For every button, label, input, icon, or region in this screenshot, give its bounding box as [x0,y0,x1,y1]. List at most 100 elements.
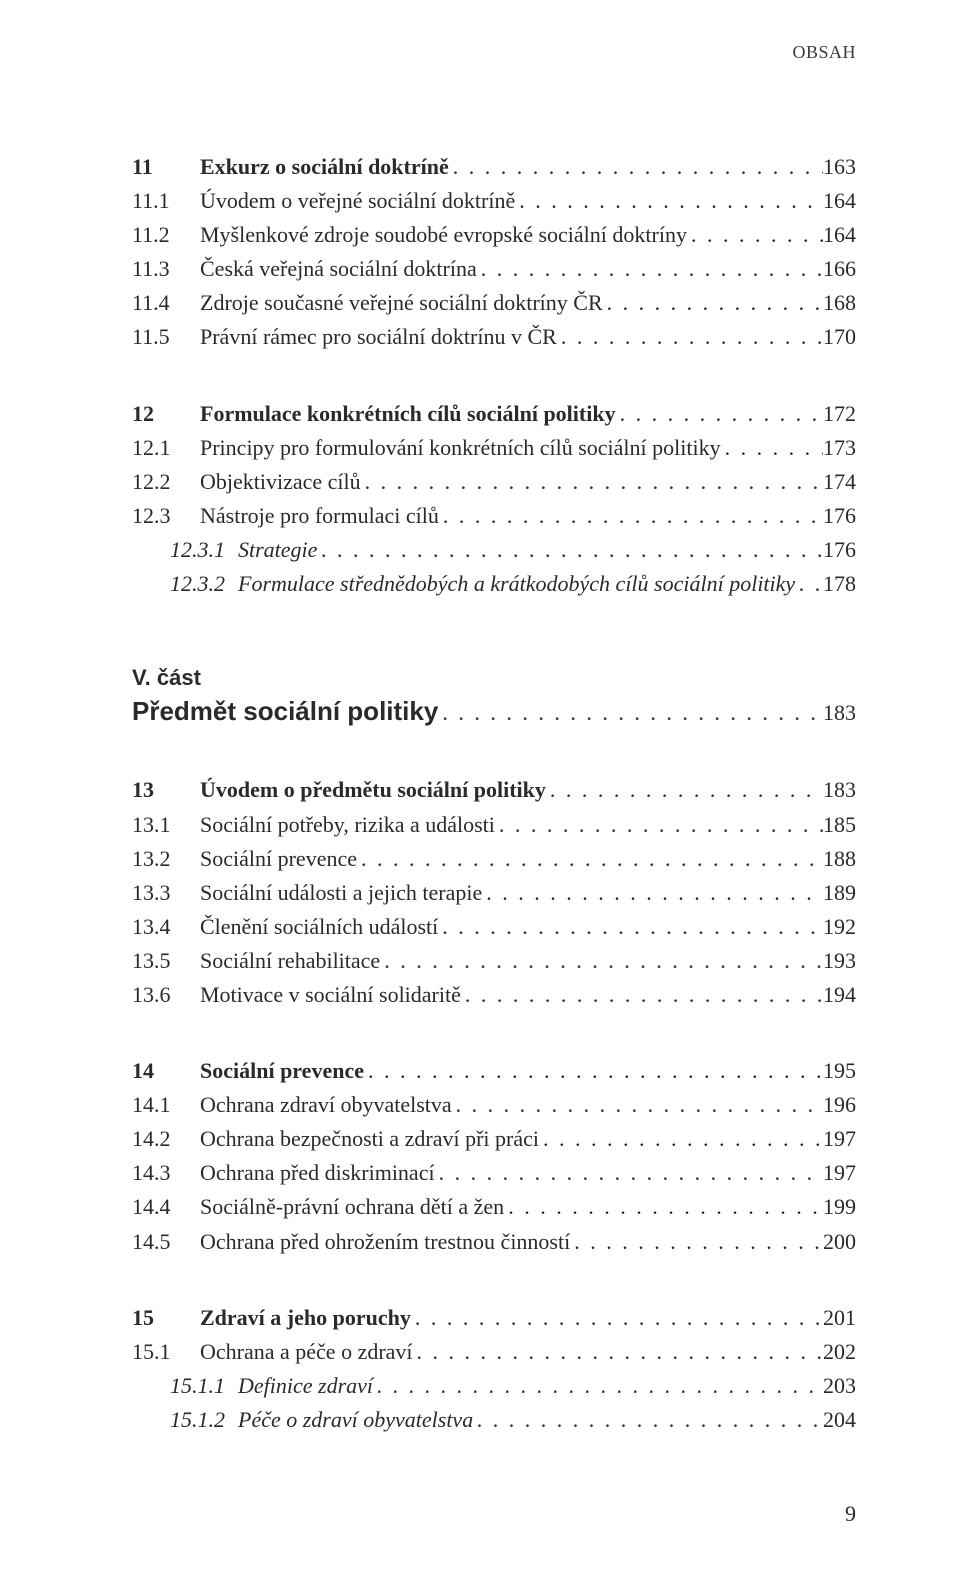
toc-num: 12.3.2 [132,567,238,601]
toc-num: 15.1.2 [132,1403,238,1437]
toc-page: 202 [823,1335,856,1369]
toc-container: 11Exkurz o sociální doktríně. . . . . . … [132,150,856,1437]
toc-num: 11.2 [132,218,200,252]
toc-leader: . . . . . . . . . . . . . . . . . . . . … [570,1225,823,1259]
toc-page: 199 [823,1190,856,1224]
toc-leader: . . . . . . . . . . . . . . . . . . . . … [557,320,823,354]
toc-page: 197 [823,1122,856,1156]
toc-page: 194 [823,978,856,1012]
toc-row: 14.2Ochrana bezpečnosti a zdraví při prá… [132,1122,856,1156]
toc-leader: . . . . . . . . . . . . . . . . . . . . … [317,533,823,567]
toc-title: Sociální události a jejich terapie [200,876,482,910]
toc-leader: . . . . . . . . . . . . . . . . . . . . … [603,286,823,320]
toc-leader: . . . . . . . . . . . . . . . . . . . . … [438,696,823,730]
toc-block: 14Sociální prevence. . . . . . . . . . .… [132,1054,856,1259]
toc-leader: . . . . . . . . . . . . . . . . . . . . … [413,1335,823,1369]
toc-leader: . . . . . . . . . . . . . . . . . . . . … [482,876,823,910]
toc-title: Definice zdraví [238,1369,373,1403]
toc-leader: . . . . . . . . . . . . . . . . . . . . … [435,1156,823,1190]
toc-page: 166 [823,252,856,286]
toc-num: 14.1 [132,1088,200,1122]
toc-leader: . . . . . . . . . . . . . . . . . . . . … [361,465,823,499]
toc-row: 11.3Česká veřejná sociální doktrína. . .… [132,252,856,286]
toc-title: Principy pro formulování konkrétních cíl… [200,431,721,465]
toc-title: Strategie [238,533,317,567]
toc-leader: . . . . . . . . . . . . . . . . . . . . … [357,842,823,876]
toc-page: 168 [823,286,856,320]
toc-title: Myšlenkové zdroje soudobé evropské sociá… [200,218,687,252]
toc-num: 13.3 [132,876,200,910]
toc-leader: . . . . . . . . . . . . . . . . . . . . … [452,1088,823,1122]
toc-num: 14.2 [132,1122,200,1156]
toc-page: 196 [823,1088,856,1122]
toc-page: 185 [823,808,856,842]
toc-row: 13.5Sociální rehabilitace. . . . . . . .… [132,944,856,978]
part-title-row: Předmět sociální politiky. . . . . . . .… [132,691,856,731]
part-heading: V. částPředmět sociální politiky. . . . … [132,665,856,731]
toc-row: 13Úvodem o předmětu sociální politiky. .… [132,773,856,807]
toc-page: 192 [823,910,856,944]
toc-title: Exkurz o sociální doktríně [200,150,449,184]
toc-row: 11.4Zdroje současné veřejné sociální dok… [132,286,856,320]
toc-title: Sociální potřeby, rizika a události [200,808,495,842]
toc-title: Péče o zdraví obyvatelstva [238,1403,473,1437]
toc-num: 13.6 [132,978,200,1012]
part-label: V. část [132,665,856,691]
toc-title: Ochrana před ohrožením trestnou činností [200,1225,570,1259]
toc-block: 11Exkurz o sociální doktríně. . . . . . … [132,150,856,355]
toc-block: 15Zdraví a jeho poruchy. . . . . . . . .… [132,1301,856,1437]
toc-row: 11.1Úvodem o veřejné sociální doktríně. … [132,184,856,218]
toc-leader: . . . . . . . . . . . . . . . . . . . . … [439,499,823,533]
toc-num: 12.3 [132,499,200,533]
toc-num: 13.2 [132,842,200,876]
toc-page: 183 [823,773,856,807]
toc-leader: . . . . . . . . . . . . . . . . . . . . … [539,1122,823,1156]
toc-title: Zdraví a jeho poruchy [200,1301,411,1335]
toc-title: Ochrana bezpečnosti a zdraví při práci [200,1122,539,1156]
toc-num: 14.3 [132,1156,200,1190]
toc-title: Motivace v sociální solidaritě [200,978,461,1012]
toc-row: 11Exkurz o sociální doktríně. . . . . . … [132,150,856,184]
toc-num: 11.5 [132,320,200,354]
toc-title: Objektivizace cílů [200,465,361,499]
toc-block: 12Formulace konkrétních cílů sociální po… [132,397,856,602]
toc-title: Právní rámec pro sociální doktrínu v ČR [200,320,557,354]
toc-title: Sociální prevence [200,842,357,876]
toc-row: 14.5Ochrana před ohrožením trestnou činn… [132,1225,856,1259]
toc-page: 164 [823,218,856,252]
toc-leader: . . . . . . . . . . . . . . . . . . . . … [461,978,823,1012]
toc-page: 200 [823,1225,856,1259]
toc-title: Česká veřejná sociální doktrína [200,252,477,286]
toc-num: 11.3 [132,252,200,286]
toc-page: 193 [823,944,856,978]
toc-num: 15 [132,1301,200,1335]
toc-leader: . . . . . . . . . . . . . . . . . . . . … [449,150,823,184]
toc-row: 14.3Ochrana před diskriminací. . . . . .… [132,1156,856,1190]
toc-row: 12.2Objektivizace cílů. . . . . . . . . … [132,465,856,499]
toc-page: 174 [823,465,856,499]
toc-leader: . . . . . . . . . . . . . . . . . . . . … [438,910,823,944]
toc-leader: . . . . . . . . . . . . . . . . . . . . … [546,773,823,807]
toc-num: 14.5 [132,1225,200,1259]
toc-row: 13.4Členění sociálních událostí. . . . .… [132,910,856,944]
toc-num: 13.1 [132,808,200,842]
toc-leader: . . . . . . . . . . . . . . . . . . . . … [616,397,823,431]
toc-leader: . . . . . . . . . . . . . . . . . . . . … [364,1054,823,1088]
toc-title: Ochrana zdraví obyvatelstva [200,1088,452,1122]
toc-page: 195 [823,1054,856,1088]
toc-row: 13.2Sociální prevence. . . . . . . . . .… [132,842,856,876]
toc-title: Sociální prevence [200,1054,364,1088]
toc-num: 13 [132,773,200,807]
toc-row: 13.1Sociální potřeby, rizika a události.… [132,808,856,842]
toc-row: 12.3.1Strategie. . . . . . . . . . . . .… [132,533,856,567]
toc-title: Formulace konkrétních cílů sociální poli… [200,397,616,431]
toc-num: 11.1 [132,184,200,218]
toc-page: 176 [823,499,856,533]
toc-row: 15.1.2Péče o zdraví obyvatelstva. . . . … [132,1403,856,1437]
toc-title: Ochrana a péče o zdraví [200,1335,413,1369]
toc-leader: . . . . . . . . . . . . . . . . . . . . … [373,1369,823,1403]
toc-num: 11.4 [132,286,200,320]
running-head: OBSAH [792,42,856,63]
footer-page-number: 9 [845,1501,856,1527]
toc-row: 13.6Motivace v sociální solidaritě. . . … [132,978,856,1012]
